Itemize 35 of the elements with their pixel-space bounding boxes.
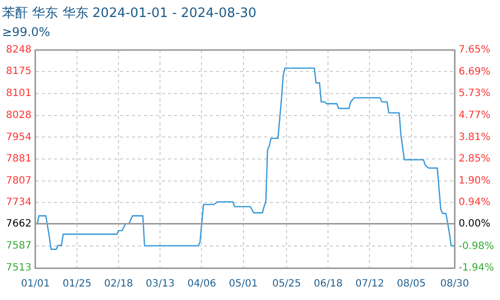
x-tick-label: 01/01: [21, 278, 50, 290]
x-tick-label: 02/18: [104, 278, 134, 290]
y-tick-label: 7513: [6, 262, 32, 274]
x-tick-label: 06/18: [314, 278, 343, 290]
y2-tick-label: 0.94%: [458, 197, 490, 208]
y2-tick-label: 2.85%: [458, 154, 490, 165]
x-tick-label: 03/13: [146, 278, 175, 290]
y2-tick-label: 4.77%: [458, 110, 490, 122]
y-tick-label: 7734: [6, 197, 32, 208]
y-tick-label: 7587: [6, 240, 32, 252]
y-tick-label: 7954: [6, 132, 32, 143]
x-tick-label: 05/25: [272, 278, 302, 290]
y2-tick-label: 3.81%: [458, 132, 490, 143]
y2-tick-label: -0.98%: [458, 240, 494, 252]
y-tick-label: 8175: [6, 66, 32, 78]
y-tick-label: 7662: [6, 218, 32, 230]
chart-subtitle: ≥99.0%: [2, 24, 50, 39]
y2-tick-label: 6.69%: [458, 66, 490, 78]
x-tick-label: 08/30: [440, 278, 470, 290]
x-tick-label: 08/05: [396, 278, 426, 290]
y2-tick-label: 7.65%: [458, 44, 490, 56]
y-tick-label: 8028: [6, 110, 32, 121]
y2-tick-label: 5.73%: [458, 88, 490, 100]
x-tick-label: 05/01: [228, 278, 258, 290]
y-tick-label: 7807: [6, 175, 32, 186]
y-tick-label: 8101: [6, 88, 32, 100]
x-tick-label: 07/12: [355, 278, 384, 290]
y-tick-label: 7881: [6, 153, 32, 164]
x-tick-label: 01/25: [62, 278, 92, 290]
y-tick-label: 8248: [6, 44, 32, 56]
chart-title: 苯酐 华东 华东 2024-01-01 - 2024-08-30: [2, 6, 256, 22]
y2-tick-label: -1.94%: [458, 262, 494, 274]
x-tick-label: 04/06: [187, 278, 216, 290]
y2-tick-label: 0.00%: [458, 218, 490, 230]
y2-tick-label: 1.90%: [458, 175, 490, 186]
